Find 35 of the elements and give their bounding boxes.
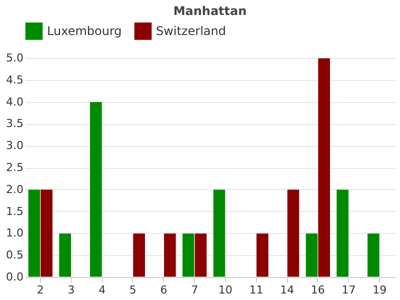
bar [367,232,380,278]
bar [164,232,176,278]
x-tick-label: 19 [372,284,387,296]
y-tick-label: 0.0 [6,270,24,284]
y-tick-label: 1.0 [6,226,24,240]
y-tick-label: 1.5 [6,204,24,218]
x-tick-label: 2 [36,284,44,296]
y-tick-label: 2.0 [6,182,24,196]
x-tick-label: 17 [342,284,356,296]
bar [256,232,269,278]
x-tick-label: 5 [129,284,136,296]
y-tick-label: 5.0 [6,52,24,64]
y-tick-label: 2.5 [6,161,24,174]
x-tick-label: 16 [310,284,325,296]
bar [132,232,146,278]
x-tick-label: 7 [191,284,198,296]
legend-label: Switzerland [156,24,226,38]
bar [336,189,349,278]
y-tick-label: 4.5 [6,73,24,86]
bar [286,189,300,278]
x-tick-label: 14 [280,284,294,296]
bar [90,102,102,278]
x-tick-label: 4 [98,284,106,296]
y-tick-label: 0.5 [6,248,24,262]
x-tick-label: 3 [68,284,75,296]
y-tick-label: 3.0 [6,139,24,152]
x-tick-label: 10 [218,284,232,296]
chart-title: Manhattan [173,4,247,18]
bar [58,232,72,278]
x-tick-label: 6 [160,284,168,296]
legend-label: Luxembourg [47,24,122,38]
y-tick-label: 3.5 [6,117,24,130]
y-tick-label: 4.0 [6,95,24,108]
bar [212,189,226,278]
x-tick-label: 11 [249,284,264,296]
